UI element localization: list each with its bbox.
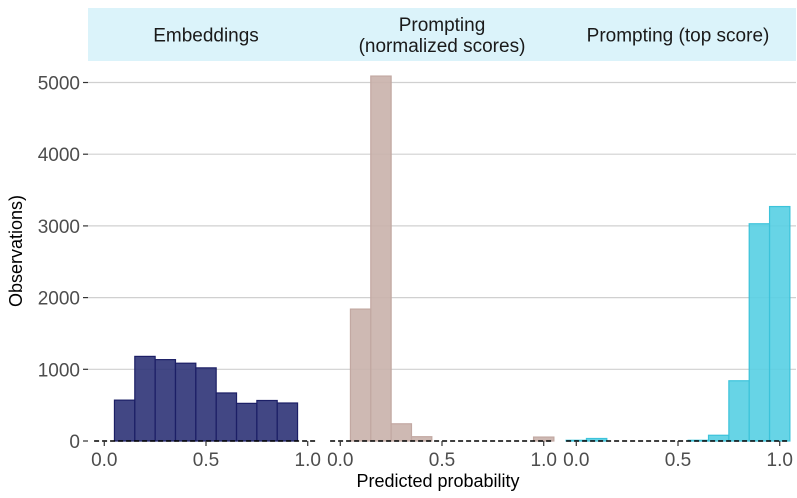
panel-1: Embeddings 0.0 0.5 1.0	[88, 8, 324, 471]
histogram-bar	[748, 223, 771, 442]
panel-2: Prompting(normalized scores) 0.0 0.5 1.0	[324, 8, 560, 471]
x-tick-label: 0.5	[665, 450, 691, 471]
y-tick-label: 2000	[38, 289, 80, 310]
x-tick-label: 0.5	[429, 450, 455, 471]
histogram-bar	[707, 434, 730, 442]
histogram-bar	[256, 399, 278, 442]
x-tick-label: 1.0	[767, 450, 793, 471]
x-tick-label: 1.0	[531, 450, 557, 471]
histogram-bar	[215, 392, 238, 442]
facet-strip	[88, 8, 324, 61]
y-axis-title: Observations)	[6, 195, 26, 307]
y-tick-label: 5000	[38, 74, 80, 95]
facet-title: Embeddings	[153, 26, 259, 47]
histogram-bar	[154, 359, 177, 442]
histogram-bar	[585, 437, 608, 442]
histogram-bar	[113, 399, 136, 442]
histogram-bar	[235, 402, 258, 442]
x-tick-label: 1.0	[295, 450, 321, 471]
histogram-bar	[134, 355, 156, 442]
x-tick-label: 0.5	[193, 450, 219, 471]
histogram-bar	[370, 75, 392, 442]
histogram-bar	[728, 380, 750, 442]
y-tick-label: 4000	[38, 145, 80, 166]
x-tick-label: 0.0	[563, 450, 589, 471]
facet-title: Prompting (top score)	[587, 26, 770, 47]
y-tick-label: 3000	[38, 217, 80, 238]
histogram-bar	[276, 402, 299, 442]
x-tick-label: 0.0	[327, 450, 353, 471]
x-tick-label: 0.0	[91, 450, 117, 471]
x-axis-title: Predicted probability	[356, 471, 519, 491]
histogram-bar	[349, 308, 372, 442]
histogram-bar	[390, 423, 413, 442]
y-axis: 0 1000 2000 3000 4000 5000	[38, 74, 88, 453]
facet-strip	[324, 8, 560, 61]
y-tick-label: 1000	[38, 360, 80, 381]
panel-3: Prompting (top score) 0.0 0.5 1.0	[560, 8, 796, 471]
facet-title: Prompting	[399, 15, 486, 36]
facet-title: (normalized scores)	[359, 36, 526, 57]
histogram-bar	[768, 205, 791, 442]
histogram-bar	[195, 367, 217, 442]
y-tick-label: 0	[69, 432, 80, 453]
facet-strip	[560, 8, 796, 61]
histogram-bar	[174, 362, 197, 442]
